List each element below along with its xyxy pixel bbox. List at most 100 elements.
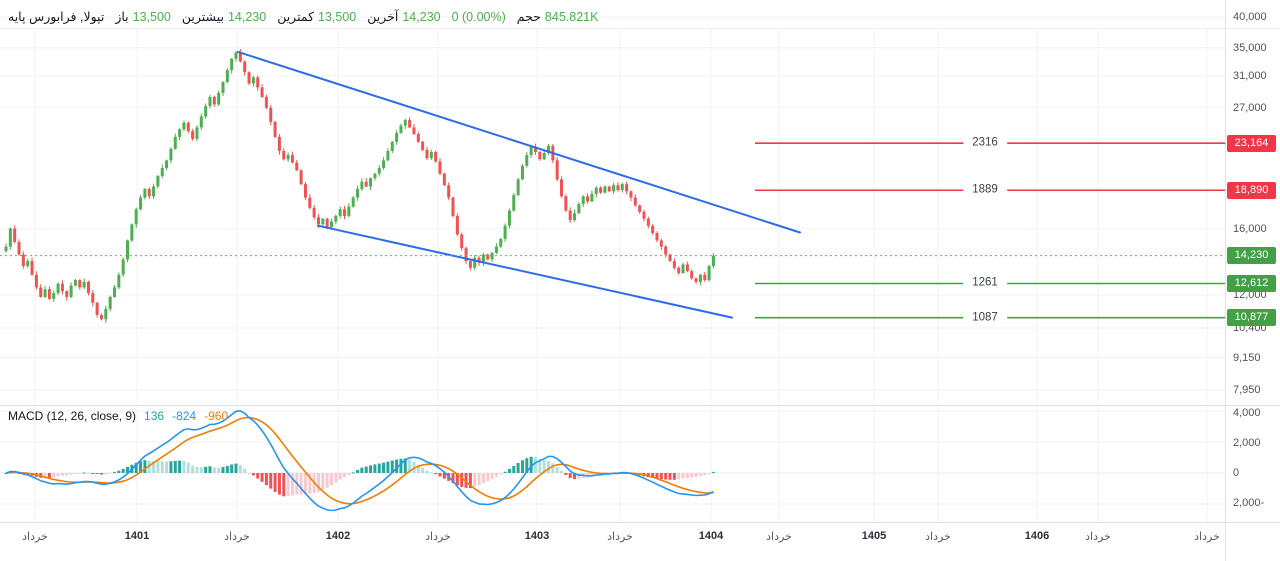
macd-histogram-bar xyxy=(538,458,542,473)
macd-histogram-bar xyxy=(529,456,533,473)
candle-body xyxy=(17,241,21,255)
macd-histogram-bar xyxy=(377,463,381,473)
candle-body xyxy=(516,179,520,196)
level-label: 1261 xyxy=(963,276,1007,290)
candle-body xyxy=(512,195,516,211)
time-label-month: خرداد xyxy=(1194,531,1220,543)
macd-histogram-bar xyxy=(234,463,238,473)
candle-body xyxy=(78,280,82,288)
candle-body xyxy=(573,213,577,221)
macd-histogram-bar xyxy=(681,473,685,479)
macd-histogram-bar xyxy=(212,467,216,473)
macd-histogram-bar xyxy=(516,462,520,473)
macd-histogram-bar xyxy=(221,467,225,473)
candle-body xyxy=(208,96,212,107)
macd-histogram-bar xyxy=(238,465,242,473)
macd-histogram-bar xyxy=(290,473,294,496)
macd-histogram-bar xyxy=(369,465,373,473)
last-price-badge: 14,230 xyxy=(1227,247,1276,265)
macd-histogram-bar xyxy=(655,473,659,479)
macd-series xyxy=(4,410,715,512)
symbol-title[interactable]: تپولا, فرابورس پایه xyxy=(8,10,105,24)
candle-body xyxy=(681,264,685,273)
low-label: کمترین xyxy=(277,10,315,24)
candle-body xyxy=(321,218,325,225)
macd-histogram-bar xyxy=(490,473,494,480)
macd-histogram-bar xyxy=(351,472,355,474)
macd-histogram-bar xyxy=(464,473,468,488)
macd-histogram-bar xyxy=(507,468,511,473)
macd-title[interactable]: MACD (12, 26, close, 9) xyxy=(8,409,137,423)
low-value: 13,500 xyxy=(318,9,357,24)
candle-body xyxy=(599,187,603,193)
candle-body xyxy=(603,186,607,193)
candle-body xyxy=(455,215,459,235)
candle-body xyxy=(616,185,620,191)
low-field: کمترین 13,500 xyxy=(277,9,357,25)
candle-body xyxy=(399,125,403,134)
candle-body xyxy=(143,188,147,198)
macd-histogram-bar xyxy=(590,473,594,477)
level-price-badge: 12,612 xyxy=(1227,274,1276,292)
macd-histogram-bar xyxy=(256,473,260,479)
candle-body xyxy=(612,185,616,192)
macd-signal-line xyxy=(5,416,714,505)
macd-hist-value: 136 xyxy=(144,409,165,423)
macd-histogram-bar xyxy=(573,473,577,480)
candle-body xyxy=(568,210,572,221)
price-tick-label: 27,000 xyxy=(1233,101,1267,114)
price-tick-label: 35,000 xyxy=(1233,41,1267,54)
candle-body xyxy=(477,257,481,263)
candle-body xyxy=(555,160,559,180)
candle-body xyxy=(99,315,103,320)
candle-body xyxy=(108,296,112,309)
price-tick-label: 4,000 xyxy=(1233,406,1261,419)
macd-histogram-bar xyxy=(69,473,73,475)
candle-body xyxy=(481,254,485,263)
time-label-year: 1405 xyxy=(861,530,887,542)
candle-body xyxy=(56,283,60,294)
macd-histogram-bar xyxy=(460,473,464,487)
macd-histogram-bar xyxy=(668,473,672,480)
candle-body xyxy=(134,209,138,225)
macd-histogram-bar xyxy=(169,461,173,473)
candle-body xyxy=(13,228,17,242)
pane-separator[interactable] xyxy=(0,405,1280,406)
macd-histogram-bar xyxy=(43,473,47,478)
candle-body xyxy=(625,184,629,192)
candle-body xyxy=(607,186,611,192)
candle-body xyxy=(464,248,468,262)
candle-body xyxy=(195,127,199,139)
change-value: 0 (0.00%) xyxy=(451,9,506,24)
candle-body xyxy=(4,246,8,252)
volume-field: حجم 845.821K xyxy=(517,9,599,25)
candle-body xyxy=(633,197,637,206)
candle-body xyxy=(468,261,472,268)
macd-histogram-bar xyxy=(247,472,251,474)
macd-histogram-bar xyxy=(386,461,390,473)
macd-histogram-bar xyxy=(104,473,108,475)
macd-histogram-bar xyxy=(442,473,446,479)
trendline[interactable] xyxy=(317,224,733,319)
macd-histogram-bar xyxy=(156,461,160,473)
high-value: 14,230 xyxy=(227,9,267,24)
candle-body xyxy=(43,289,47,297)
trendline[interactable] xyxy=(237,50,801,234)
macd-histogram-bar xyxy=(399,458,403,473)
candle-body xyxy=(581,196,585,204)
candle-body xyxy=(668,254,672,262)
macd-histogram-bar xyxy=(78,473,82,474)
macd-histogram-bar xyxy=(73,473,77,474)
candle-body xyxy=(126,240,130,260)
candle-body xyxy=(330,221,333,228)
candle-body xyxy=(460,234,464,249)
macd-histogram-bar xyxy=(117,470,121,473)
macd-histogram-bar xyxy=(694,473,698,477)
candle-body xyxy=(82,281,86,288)
candle-body xyxy=(86,281,90,294)
macd-histogram-bar xyxy=(65,473,69,476)
macd-histogram-bar xyxy=(455,473,459,486)
candle-body xyxy=(282,150,286,160)
macd-histogram-bar xyxy=(299,473,303,495)
